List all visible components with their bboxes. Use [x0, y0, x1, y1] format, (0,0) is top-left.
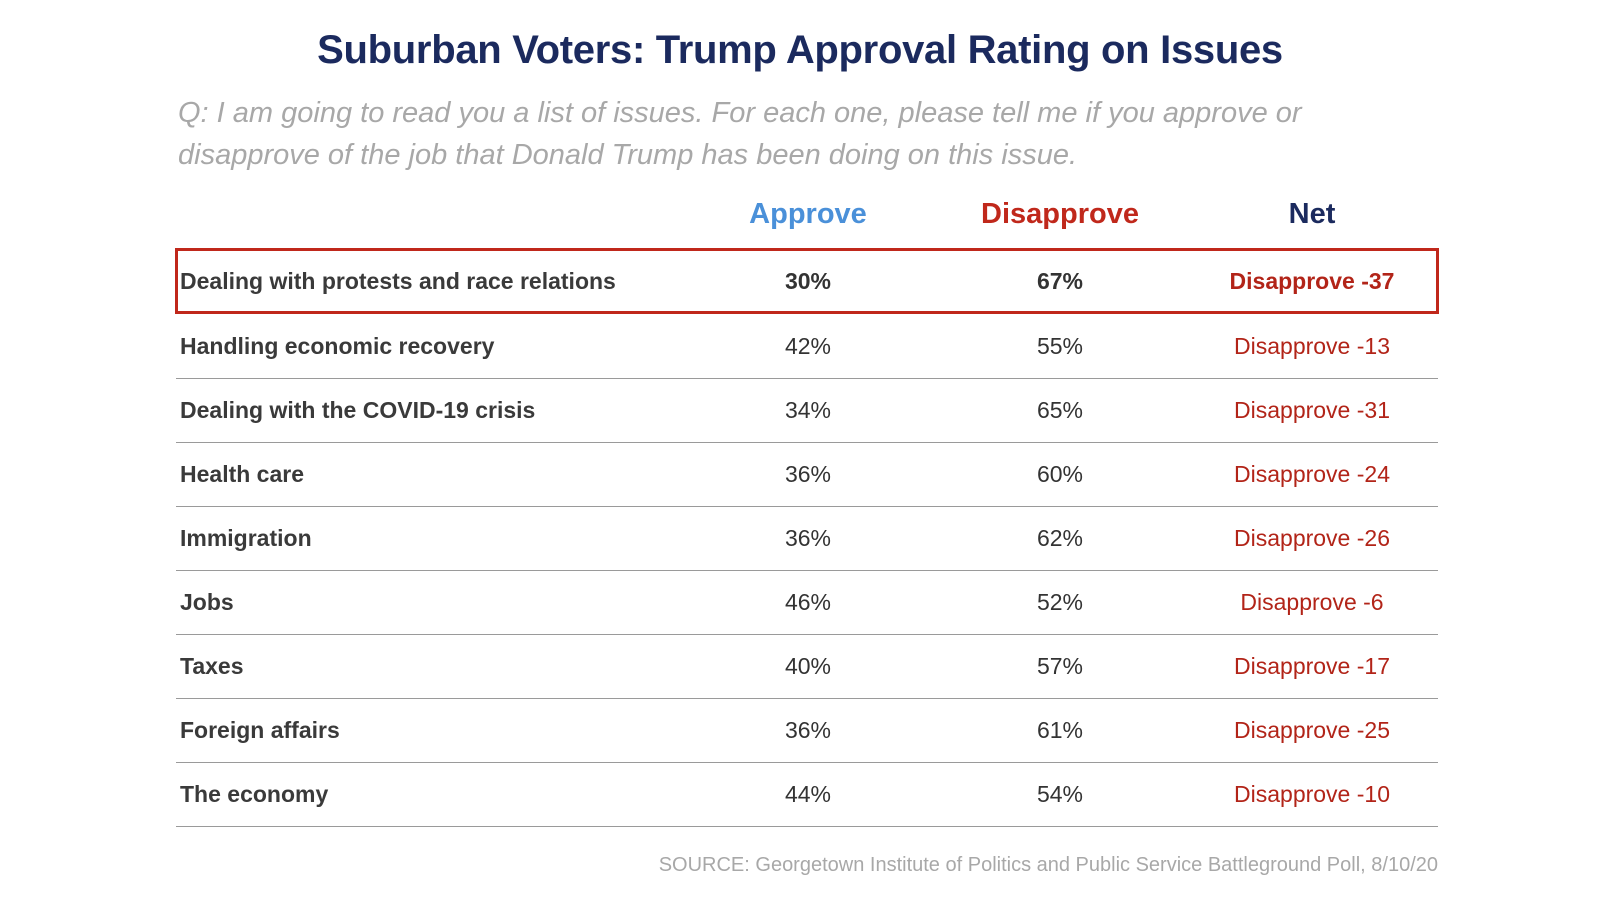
column-header-net: Net — [1288, 198, 1336, 230]
issue-label: The economy — [180, 781, 329, 807]
net-value: Disapprove -17 — [1234, 653, 1390, 679]
net-value: Disapprove -10 — [1234, 781, 1390, 807]
approve-value: 30% — [784, 267, 832, 294]
approve-value: 44% — [784, 781, 832, 807]
disapprove-value: 65% — [1036, 397, 1084, 423]
disapprove-value: 52% — [1036, 589, 1084, 615]
issue-label: Dealing with protests and race relations — [180, 267, 616, 294]
issue-label: Foreign affairs — [180, 717, 340, 743]
table-row: Jobs 46% 52% Disapprove -6 — [176, 571, 1438, 635]
approve-value: 42% — [784, 333, 832, 359]
disapprove-value: 54% — [1036, 781, 1084, 807]
table-row: Foreign affairs 36% 61% Disapprove -25 — [176, 699, 1438, 763]
approve-value: 34% — [784, 397, 832, 423]
approve-value: 36% — [784, 717, 832, 743]
table-row: Health care 36% 60% Disapprove -24 — [176, 443, 1438, 507]
disapprove-value: 61% — [1036, 717, 1084, 743]
table-row: The economy 44% 54% Disapprove -10 — [176, 763, 1438, 827]
disapprove-value: 62% — [1036, 525, 1084, 551]
net-value: Disapprove -24 — [1234, 461, 1390, 487]
table-row: Immigration 36% 62% Disapprove -26 — [176, 507, 1438, 571]
source-note: SOURCE: Georgetown Institute of Politics… — [658, 854, 1438, 876]
table-row-highlighted: Dealing with protests and race relations… — [175, 248, 1439, 314]
disapprove-value: 67% — [1036, 267, 1084, 294]
approve-value: 40% — [784, 653, 832, 679]
net-value: Disapprove -13 — [1234, 333, 1390, 359]
disapprove-value: 57% — [1036, 653, 1084, 679]
chart-title: Suburban Voters: Trump Approval Rating o… — [317, 28, 1283, 72]
approve-value: 36% — [784, 525, 832, 551]
issue-label: Jobs — [180, 589, 234, 615]
net-value: Disapprove -37 — [1229, 267, 1395, 294]
issue-label: Health care — [180, 461, 305, 487]
disapprove-value: 60% — [1036, 461, 1084, 487]
disapprove-value: 55% — [1036, 333, 1084, 359]
approve-value: 36% — [784, 461, 832, 487]
net-value: Disapprove -25 — [1234, 717, 1390, 743]
table-row: Taxes 40% 57% Disapprove -17 — [176, 635, 1438, 699]
approve-value: 46% — [784, 589, 832, 615]
issue-label: Immigration — [180, 525, 312, 551]
table-row: Handling economic recovery 42% 55% Disappro… — [176, 315, 1438, 379]
net-value: Disapprove -31 — [1234, 397, 1390, 423]
survey-question: Q: I am going to read you a list of issu… — [178, 97, 1302, 171]
table-row: Dealing with the COVID-19 crisis 34% 65% Di… — [176, 379, 1438, 443]
net-value: Disapprove -6 — [1240, 589, 1384, 615]
column-header-approve: Approve — [749, 198, 867, 230]
column-header-disapprove: Disapprove — [981, 198, 1139, 230]
issue-label: Taxes — [180, 653, 244, 679]
issue-label: Dealing with the COVID-19 crisis — [180, 397, 536, 423]
issue-label: Handling economic recovery — [180, 333, 495, 359]
net-value: Disapprove -26 — [1234, 525, 1390, 551]
